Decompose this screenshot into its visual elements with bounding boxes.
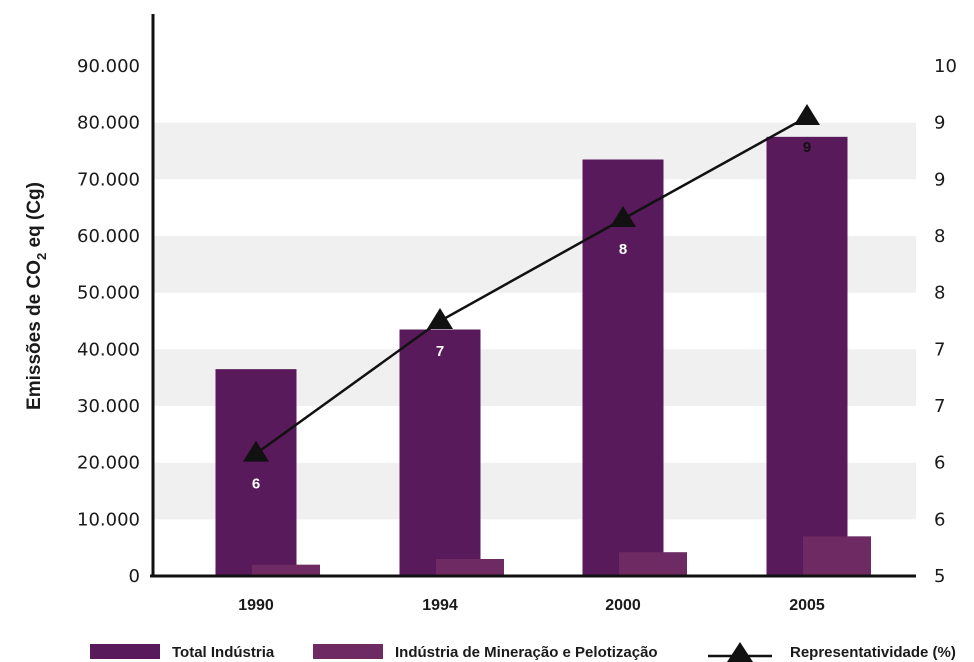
bars	[215, 136, 871, 577]
y-tick-label: 40.000	[77, 339, 140, 360]
representatividade-marker	[610, 206, 636, 227]
y-tick-label: 30.000	[77, 396, 140, 417]
bar-total-industria	[766, 136, 848, 577]
grid-band	[153, 12, 916, 66]
line-series	[243, 104, 820, 462]
bar-mineracao-pelotizacao	[619, 552, 687, 576]
data-labels: 6 7 8 9	[252, 139, 811, 493]
y-tick-label: 70.000	[77, 169, 140, 190]
bar-total-industria	[582, 159, 664, 576]
y-tick-label: 80.000	[77, 113, 140, 134]
y-tick-label: 60.000	[77, 226, 140, 247]
representatividade-marker	[243, 440, 269, 462]
legend-label-mineracao: Indústria de Mineração e Pelotização	[395, 644, 658, 661]
data-label: 6	[252, 476, 260, 493]
y-tick-label: 20.000	[77, 453, 140, 474]
x-tick-labels: 1990 1994 2000 2005	[238, 597, 825, 614]
legend-triangle-icon	[727, 642, 753, 662]
x-tick-label: 1990	[238, 597, 274, 614]
y-right-tick-label: 6	[934, 453, 945, 474]
axes	[150, 14, 916, 578]
bar-total-industria	[215, 369, 297, 576]
y-axis-label: Emissões de CO2 eq (Cg)	[24, 182, 49, 410]
y-right-tick-label: 10	[934, 56, 957, 77]
data-label: 9	[803, 139, 811, 156]
y-right-tick-label: 8	[934, 226, 945, 247]
y-axis-label-prefix: Emissões de CO	[24, 260, 45, 410]
y-tick-label: 0	[129, 566, 140, 587]
y-right-tick-label: 7	[934, 339, 945, 360]
bar-total-industria	[399, 329, 481, 576]
y-right-tick-label: 7	[934, 396, 945, 417]
representatividade-marker	[794, 104, 820, 125]
y-right-tick-labels: 5 6 6 7 7 8 8 9 9 10	[934, 56, 957, 587]
y-tick-label: 50.000	[77, 283, 140, 304]
y-axis-label-suffix: eq (Cg)	[24, 182, 45, 253]
representatividade-line	[255, 115, 808, 455]
y-tick-label: 90.000	[77, 56, 140, 77]
y-axis-label-sub: 2	[34, 253, 49, 260]
y-right-tick-label: 9	[934, 113, 945, 134]
legend-swatch-total	[90, 644, 160, 659]
x-tick-label: 2005	[789, 597, 825, 614]
bar-mineracao-pelotizacao	[252, 564, 320, 576]
data-label: 7	[436, 343, 444, 360]
x-tick-label: 1994	[422, 597, 458, 614]
legend-swatch-mineracao	[313, 644, 383, 659]
bar-mineracao-pelotizacao	[803, 536, 871, 576]
y-right-tick-label: 9	[934, 169, 945, 190]
legend-label-total: Total Indústria	[172, 644, 275, 661]
data-label: 8	[619, 241, 627, 258]
bar-mineracao-pelotizacao	[436, 559, 504, 576]
legend: Total Indústria Indústria de Mineração e…	[90, 642, 956, 662]
representatividade-marker	[427, 308, 453, 329]
y-right-tick-label: 6	[934, 509, 945, 530]
y-right-tick-label: 5	[934, 566, 945, 587]
y-right-tick-label: 8	[934, 283, 945, 304]
y-tick-labels: 0 10.000 20.000 30.000 40.000 50.000 60.000 70.…	[77, 56, 140, 587]
legend-label-representatividade: Representatividade (%)	[790, 644, 956, 661]
y-tick-label: 10.000	[77, 509, 140, 530]
x-tick-label: 2000	[605, 597, 641, 614]
